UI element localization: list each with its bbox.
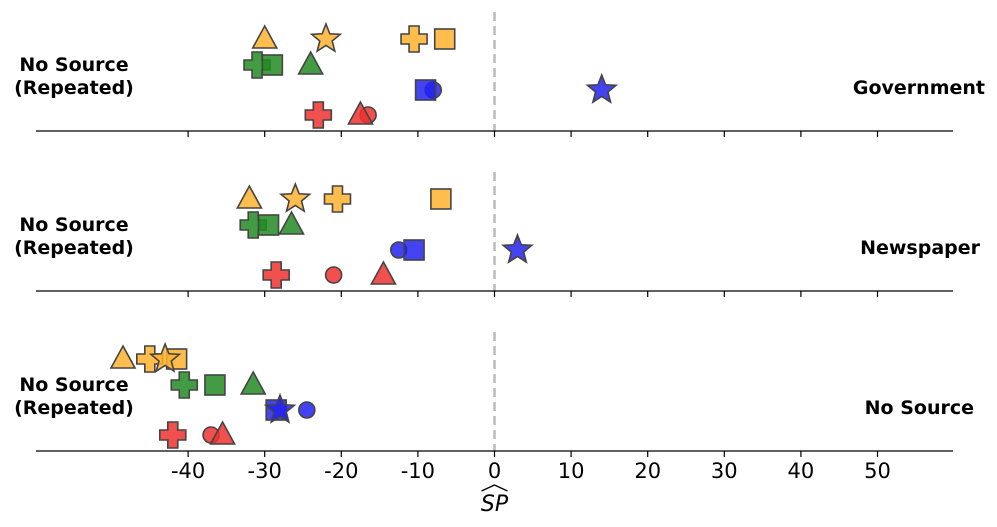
marker-orange-triangle: [236, 184, 263, 209]
left-label-line2: (Repeated): [14, 397, 134, 419]
x-tick-label: -40: [171, 459, 205, 483]
marker-blue-square: [403, 239, 425, 261]
x-tick-label: -20: [324, 459, 358, 483]
marker-orange-triangle: [109, 344, 137, 369]
marker-orange-star: [278, 181, 312, 213]
marker-green-triangle: [297, 50, 325, 75]
marker-green-square: [204, 374, 226, 396]
marker-green-square: [257, 214, 280, 236]
left-label-line1: No Source: [19, 54, 128, 76]
marker-green-square: [261, 54, 284, 76]
left-label-line1: No Source: [19, 374, 128, 396]
left-label-line2: (Repeated): [14, 237, 134, 259]
marker-blue-star: [585, 72, 619, 104]
marker-green-triangle: [278, 210, 305, 235]
x-tick-label: 10: [558, 459, 585, 483]
marker-red-plus: [158, 421, 187, 449]
left-label-line2: (Repeated): [14, 77, 134, 99]
panel-government: No Source(Repeated) Government: [14, 12, 985, 132]
marker-red-plus: [304, 101, 333, 129]
marker-orange-triangle: [251, 24, 279, 49]
left-label-line1: No Source: [19, 214, 128, 236]
marker-green-triangle: [239, 370, 267, 395]
marker-green-plus: [170, 371, 199, 399]
x-tick-label: -30: [248, 459, 282, 483]
marker-orange-plus: [323, 185, 352, 213]
panel-no-source: No Source(Repeated) No Source: [14, 332, 974, 452]
marker-orange-plus: [400, 25, 428, 53]
x-tick-label: 40: [788, 459, 815, 483]
x-tick-label: 20: [634, 459, 661, 483]
x-axis-label-hat: [481, 484, 508, 492]
x-tick-label: 30: [711, 459, 738, 483]
marker-orange-square: [433, 28, 456, 50]
x-axis: -40 -30 -20 -10 0 10 20 30 40 50 SP: [171, 131, 891, 517]
x-tick-label: 50: [864, 459, 891, 483]
marker-orange-star: [148, 341, 182, 373]
x-axis-label: SP: [481, 492, 509, 517]
marker-red-plus: [262, 261, 290, 289]
marker-blue-circle: [298, 401, 316, 419]
marker-red-triangle: [209, 420, 236, 445]
marker-orange-square: [430, 188, 452, 210]
x-tick-label: 0: [488, 459, 501, 483]
marker-red-circle: [324, 266, 343, 284]
marker-red-triangle: [370, 260, 397, 285]
panel-newspaper: No Source(Repeated) Newspaper: [14, 172, 981, 292]
marker-blue-square: [414, 79, 437, 101]
x-tick-label: -10: [401, 459, 435, 483]
marker-red-triangle: [347, 100, 374, 125]
marker-blue-star: [263, 392, 297, 424]
panel-name-label: Government: [853, 77, 985, 99]
panel-name-label: Newspaper: [860, 237, 981, 259]
marker-blue-star: [501, 232, 534, 264]
marker-orange-star: [309, 21, 343, 53]
panel-name-label: No Source: [865, 397, 974, 419]
